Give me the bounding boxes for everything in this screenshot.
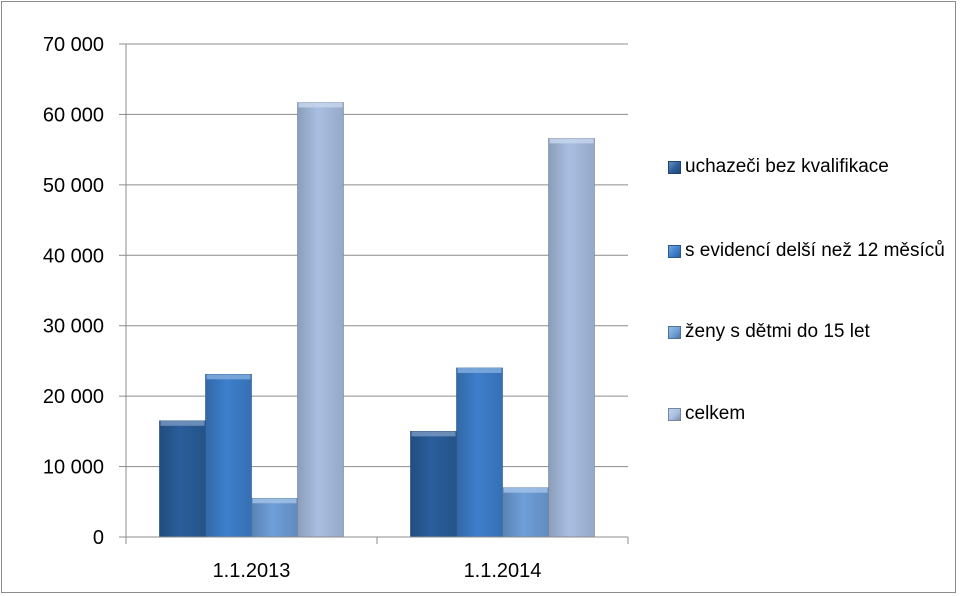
x-tick-labels: 1.1.2013 1.1.2014 — [213, 560, 542, 582]
legend-swatch-2 — [668, 326, 681, 339]
bar-1-3 — [548, 138, 595, 538]
y-tick-label: 0 — [93, 527, 104, 549]
y-tick-label: 70 000 — [43, 34, 104, 56]
bar-0-2 — [251, 497, 298, 538]
y-tick-label: 10 000 — [43, 457, 104, 479]
legend-item-1: s evidencí delší než 12 měsíců — [668, 236, 947, 266]
y-tick-label: 60 000 — [43, 104, 104, 126]
y-tick-label: 30 000 — [43, 316, 104, 338]
legend-item-2: ženy s dětmi do 15 let — [668, 317, 947, 347]
legend-item-0: uchazeči bez kvalifikace — [668, 152, 947, 182]
bar-1-0 — [410, 431, 457, 538]
bar-top-highlight — [549, 138, 594, 144]
axes — [119, 43, 629, 544]
y-tick-labels: 0 10 000 20 000 30 000 40 000 50 000 60 000 70 … — [43, 34, 104, 549]
bar-top-highlight — [411, 431, 456, 437]
bar-1-2 — [502, 487, 549, 538]
bars — [159, 102, 595, 538]
y-tick-label: 20 000 — [43, 386, 104, 408]
y-tick-label: 50 000 — [43, 175, 104, 197]
bar-top-highlight — [206, 374, 251, 380]
legend-label-1: s evidencí delší než 12 měsíců — [685, 240, 945, 261]
bar-1-1 — [456, 367, 503, 538]
x-tick-label: 1.1.2014 — [464, 560, 542, 582]
legend-label-2: ženy s dětmi do 15 let — [685, 321, 870, 342]
bar-0-1 — [205, 374, 252, 538]
legend-label-3: celkem — [685, 403, 746, 424]
legend-item-3: celkem — [668, 399, 947, 429]
legend-swatch-0 — [668, 161, 681, 174]
bar-top-highlight — [298, 102, 343, 108]
bar-0-0 — [159, 420, 206, 538]
bar-0-3 — [297, 102, 344, 538]
bar-top-highlight — [503, 487, 548, 493]
legend-label-0: uchazeči bez kvalifikace — [685, 156, 889, 177]
bar-top-highlight — [252, 498, 297, 504]
legend-swatch-3 — [668, 408, 681, 421]
x-tick-label: 1.1.2013 — [213, 560, 291, 582]
y-tick-label: 40 000 — [43, 245, 104, 267]
bar-top-highlight — [160, 420, 205, 426]
legend-swatch-1 — [668, 245, 681, 258]
bar-top-highlight — [457, 367, 502, 373]
